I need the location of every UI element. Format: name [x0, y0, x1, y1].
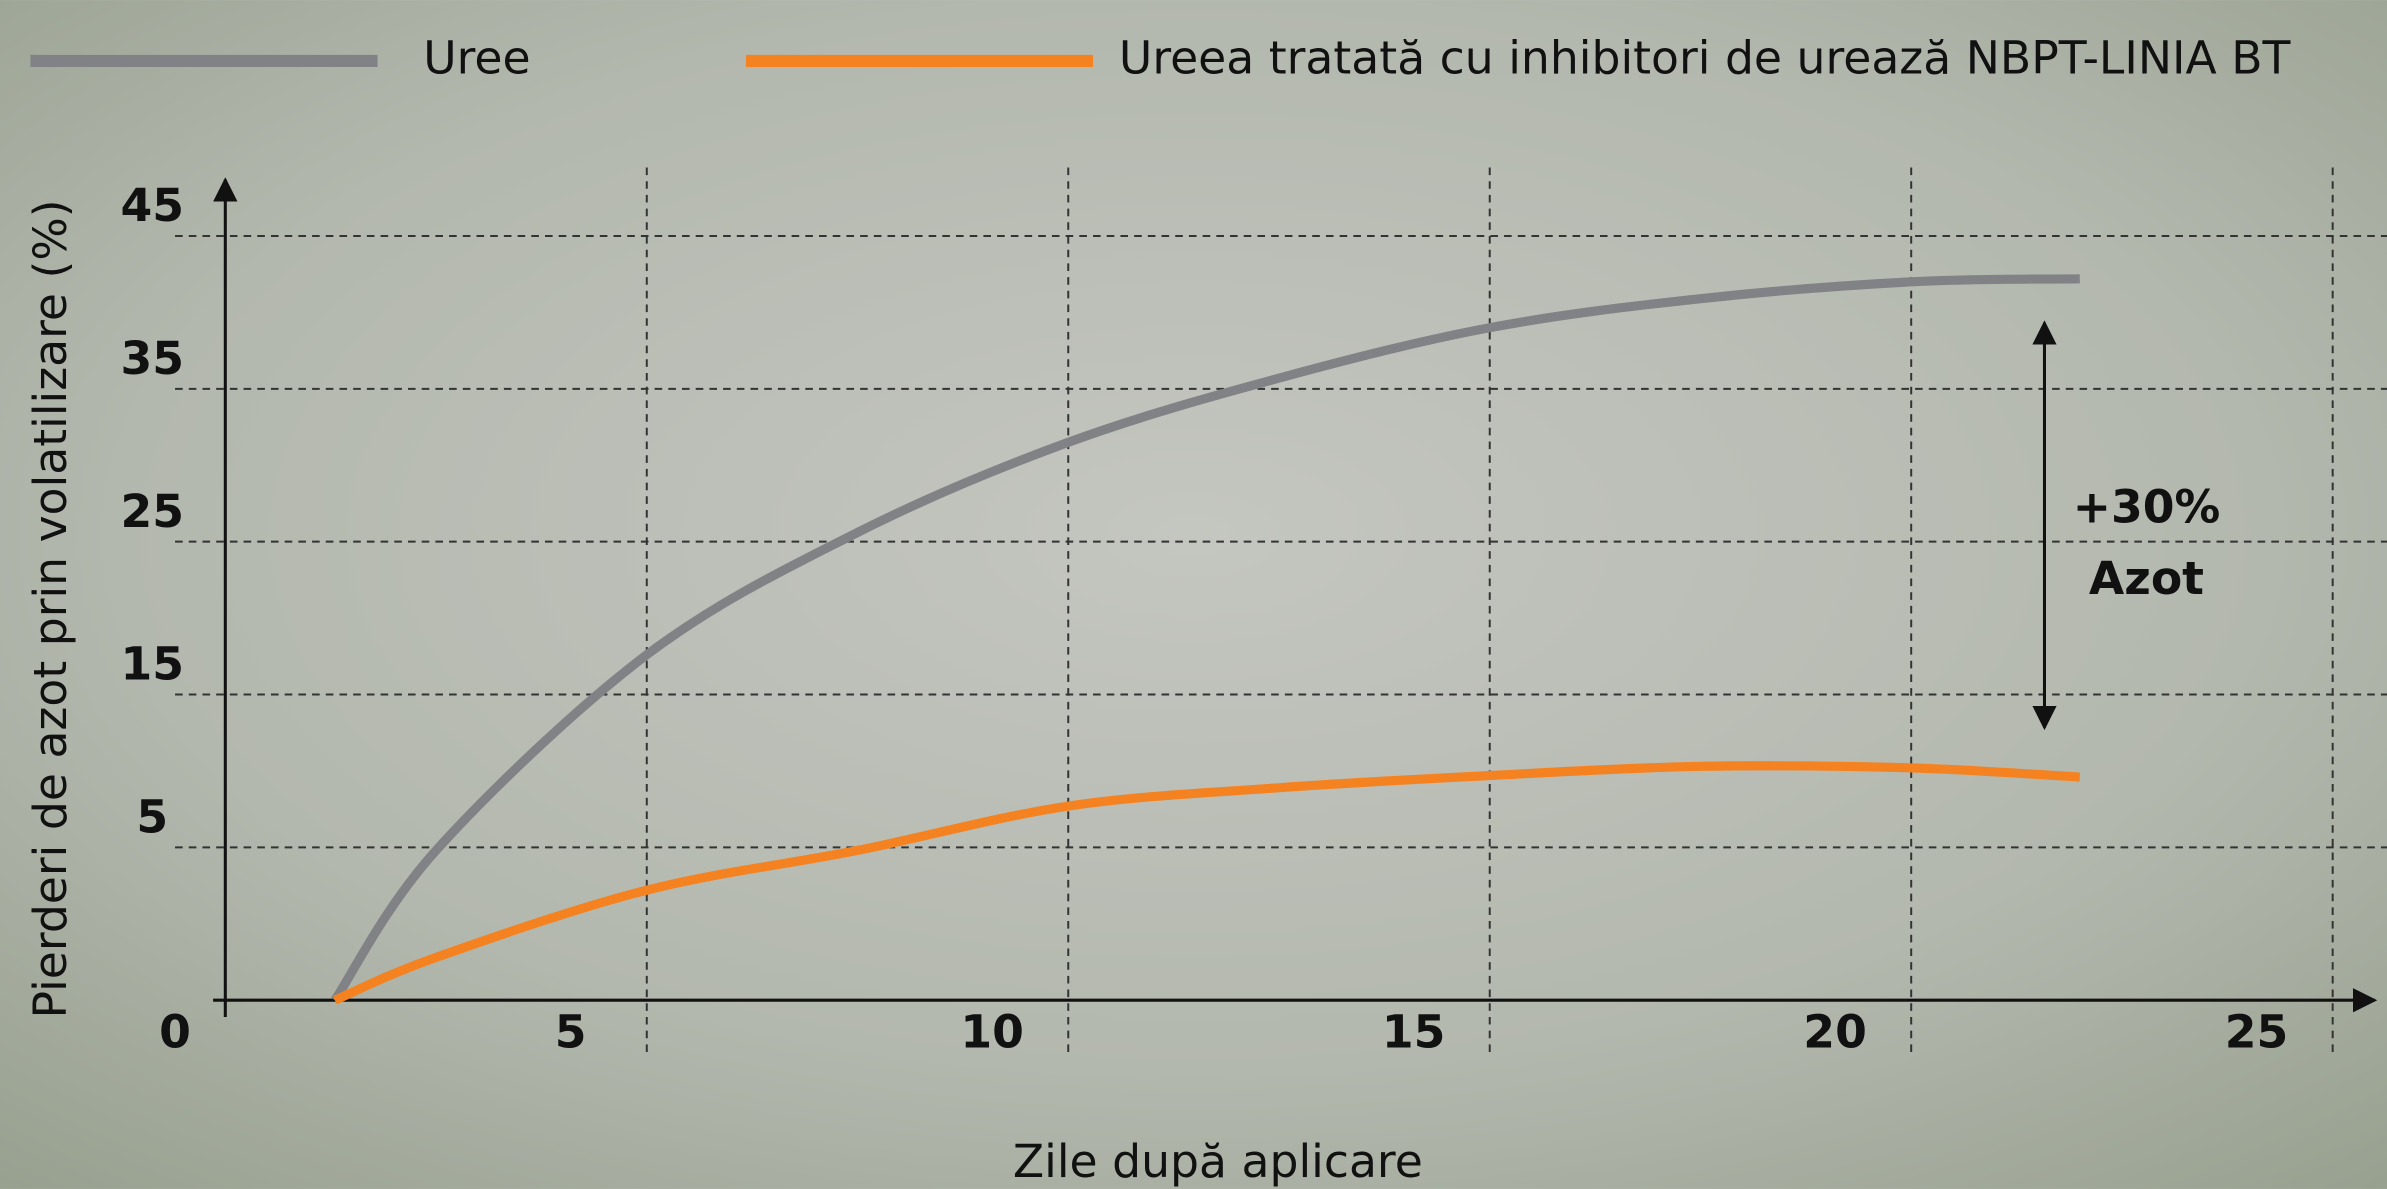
y-tick-label: 5 — [136, 790, 168, 843]
x-tick-label: 15 — [1382, 1006, 1446, 1059]
y-tick-label: 25 — [120, 485, 184, 538]
y-tick-label: 15 — [120, 638, 184, 691]
annotation: +30% — [2073, 481, 2221, 534]
background — [0, 0, 2387, 1189]
x-tick-label: 20 — [1803, 1006, 1867, 1059]
y-tick-label: 45 — [120, 179, 184, 232]
chart: Uree Ureea tratată cu inhibitori de urea… — [0, 0, 2387, 1189]
legend-label: Uree — [423, 31, 530, 84]
y-tick-label: 0 — [159, 1006, 191, 1059]
y-tick-label: 35 — [120, 332, 184, 385]
x-tick-label: 10 — [960, 1006, 1024, 1059]
annotation: Azot — [2089, 552, 2204, 605]
y-axis-label: Pierderi de azot prin volatilizare (%) — [24, 199, 77, 1018]
x-tick-label: 25 — [2225, 1006, 2289, 1059]
x-tick-label: 5 — [555, 1006, 587, 1059]
x-axis-label: Zile după aplicare — [1013, 1135, 1423, 1188]
legend-label: Ureea tratată cu inhibitori de urează NB… — [1119, 31, 2292, 84]
